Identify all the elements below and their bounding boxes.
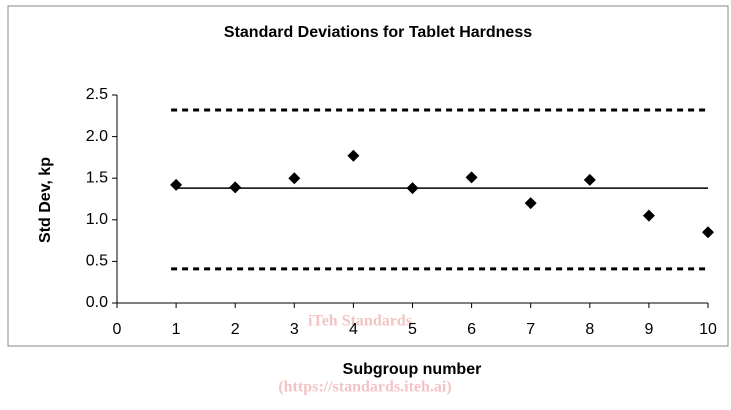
point — [406, 182, 419, 195]
chart-border — [7, 5, 729, 347]
x-tick-label: 9 — [644, 321, 653, 338]
point — [702, 226, 714, 239]
point — [229, 181, 242, 194]
x-tick-label: 1 — [172, 321, 181, 338]
y-tick-label: 1.0 — [86, 211, 108, 228]
x-tick-label: 3 — [290, 321, 299, 338]
point — [465, 171, 478, 184]
x-tick-label: 5 — [408, 321, 417, 338]
point — [642, 209, 655, 222]
point — [170, 178, 183, 191]
watermark: iTeh Standards — [308, 313, 412, 330]
y-tick-label: 1.5 — [86, 169, 108, 186]
point — [347, 149, 360, 162]
point — [288, 172, 301, 185]
point — [583, 173, 596, 186]
y-tick-label: 2.5 — [86, 86, 108, 103]
y-tick-label: 0.0 — [86, 294, 108, 311]
x-tick-label: 6 — [467, 321, 476, 338]
watermark: (https://standards.iteh.ai) — [278, 379, 451, 396]
x-tick-label: 0 — [113, 321, 122, 338]
x-axis-label: Subgroup number — [343, 361, 482, 378]
y-tick-label: 2.0 — [86, 128, 108, 145]
point — [524, 197, 537, 210]
y-tick-label: 0.5 — [86, 253, 108, 270]
x-tick-label: 4 — [349, 321, 358, 338]
x-tick-label: 2 — [231, 321, 240, 338]
x-tick-label: 7 — [526, 321, 535, 338]
chart-title: Standard Deviations for Tablet Hardness — [224, 24, 532, 41]
x-tick-label: 8 — [585, 321, 594, 338]
y-axis-label: Std Dev, kp — [37, 157, 54, 243]
x-tick-label: 10 — [699, 321, 717, 338]
